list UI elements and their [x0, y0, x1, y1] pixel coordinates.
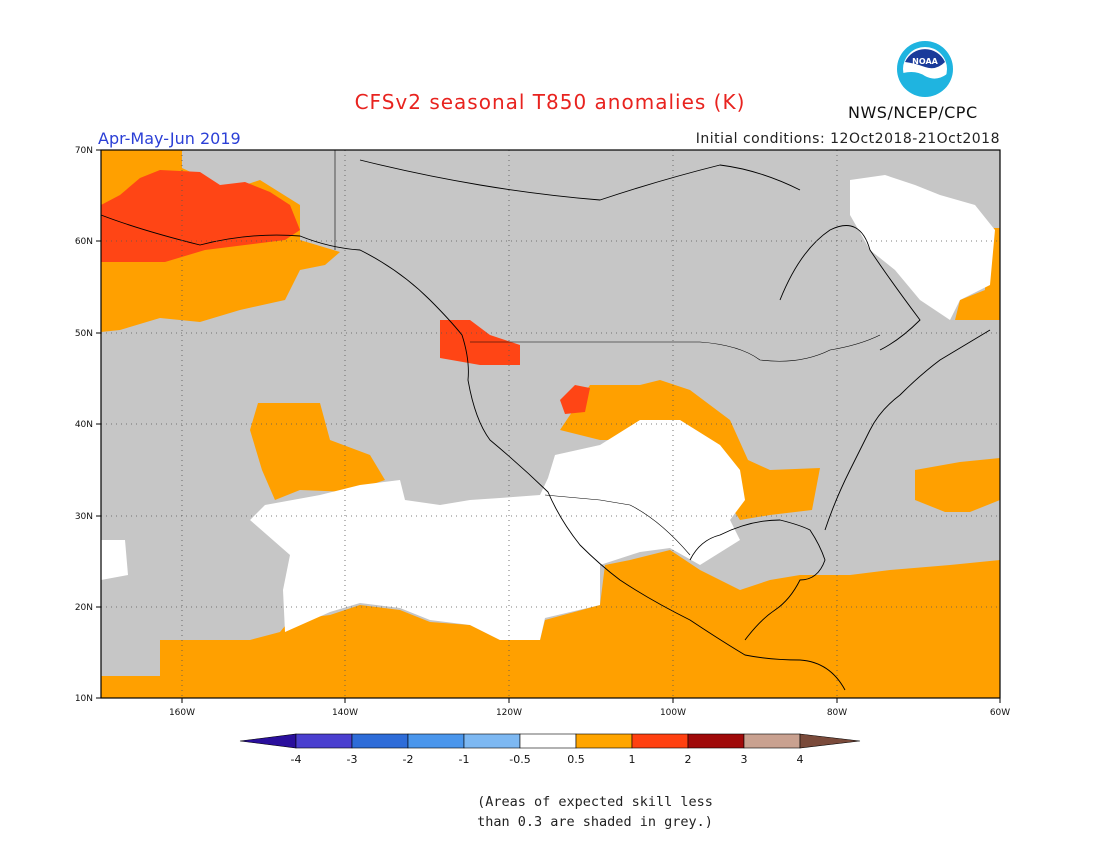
region-rockies-red — [560, 385, 590, 414]
colorbar-label: 0.5 — [567, 753, 585, 766]
coast-gulf — [689, 519, 826, 641]
colorbar-swatch — [631, 733, 689, 749]
borders — [334, 150, 881, 556]
lat-label: 20N — [75, 603, 93, 613]
lon-label: 80W — [827, 708, 847, 718]
coastlines — [100, 159, 991, 691]
border-us-canada — [470, 334, 881, 362]
agency-label: NWS/NCEP/CPC — [848, 103, 978, 122]
region-tropical-orange — [101, 550, 1000, 698]
lat-labels: 70N 60N 50N 40N 30N 20N 10N — [75, 146, 93, 704]
colorbar-swatch — [743, 733, 801, 749]
coast-arctic — [359, 159, 801, 201]
tick-marks — [96, 149, 1001, 703]
colorbar-label: -2 — [403, 753, 414, 766]
skill-note-line2: than 0.3 are shaded in grey.) — [477, 814, 713, 830]
colorbar-swatch — [519, 733, 577, 749]
lat-label: 40N — [75, 420, 93, 430]
anomaly-red-regions — [101, 170, 590, 414]
region-hawaii-west-white — [101, 540, 128, 580]
skill-note-line1: (Areas of expected skill less — [477, 794, 713, 810]
colorbar-label: -0.5 — [509, 753, 530, 766]
lon-label: 120W — [496, 708, 522, 718]
anomaly-white-regions — [101, 175, 995, 640]
colorbar-swatch — [687, 733, 745, 749]
region-bering-red — [101, 170, 300, 262]
region-hudson-white — [850, 175, 995, 320]
colorbar-swatch — [295, 733, 353, 749]
colorbar-label: 1 — [629, 753, 636, 766]
border-us-mexico — [544, 494, 691, 556]
lat-label: 30N — [75, 512, 93, 522]
lat-label: 10N — [75, 694, 93, 704]
coast-hudson — [779, 225, 921, 351]
region-pnw-red — [440, 320, 520, 365]
colorbar-swatch — [351, 733, 409, 749]
lon-labels: 160W 140W 120W 100W 80W 60W — [169, 708, 1010, 718]
lat-label: 60N — [75, 237, 93, 247]
colorbar-max-arrow — [799, 733, 861, 749]
forecast-period: Apr-May-Jun 2019 — [98, 129, 241, 148]
colorbar-label: 2 — [685, 753, 692, 766]
map-title: CFSv2 seasonal T850 anomalies (K) — [354, 90, 746, 114]
region-subtropical-white — [250, 420, 745, 640]
region-pacific-orange — [250, 403, 385, 500]
lon-label: 140W — [332, 708, 358, 718]
coast-west — [100, 214, 846, 691]
colorbar-label: -3 — [347, 753, 358, 766]
colorbar-label: -1 — [459, 753, 470, 766]
noaa-logo: NOAA — [897, 41, 953, 97]
colorbar-label: -4 — [291, 753, 302, 766]
colorbar-swatch — [463, 733, 521, 749]
skill-note: (Areas of expected skill less than 0.3 a… — [0, 792, 1100, 832]
lon-label: 100W — [660, 708, 686, 718]
lat-label: 50N — [75, 329, 93, 339]
colorbar-swatch — [575, 733, 633, 749]
colorbar-label: 4 — [797, 753, 804, 766]
colorbar-swatch — [407, 733, 465, 749]
initial-conditions: Initial conditions: 12Oct2018-21Oct2018 — [695, 131, 1000, 147]
region-atlantic-orange — [915, 458, 1000, 512]
colorbar-min-arrow — [239, 733, 297, 749]
lon-label: 160W — [169, 708, 195, 718]
coast-east — [824, 329, 991, 531]
lon-label: 60W — [990, 708, 1010, 718]
noaa-logo-text: NOAA — [912, 57, 938, 66]
colorbar: -4 -3 -2 -1 -0.5 0.5 1 2 3 4 — [239, 733, 861, 766]
colorbar-label: 3 — [741, 753, 748, 766]
lat-label: 70N — [75, 146, 93, 156]
